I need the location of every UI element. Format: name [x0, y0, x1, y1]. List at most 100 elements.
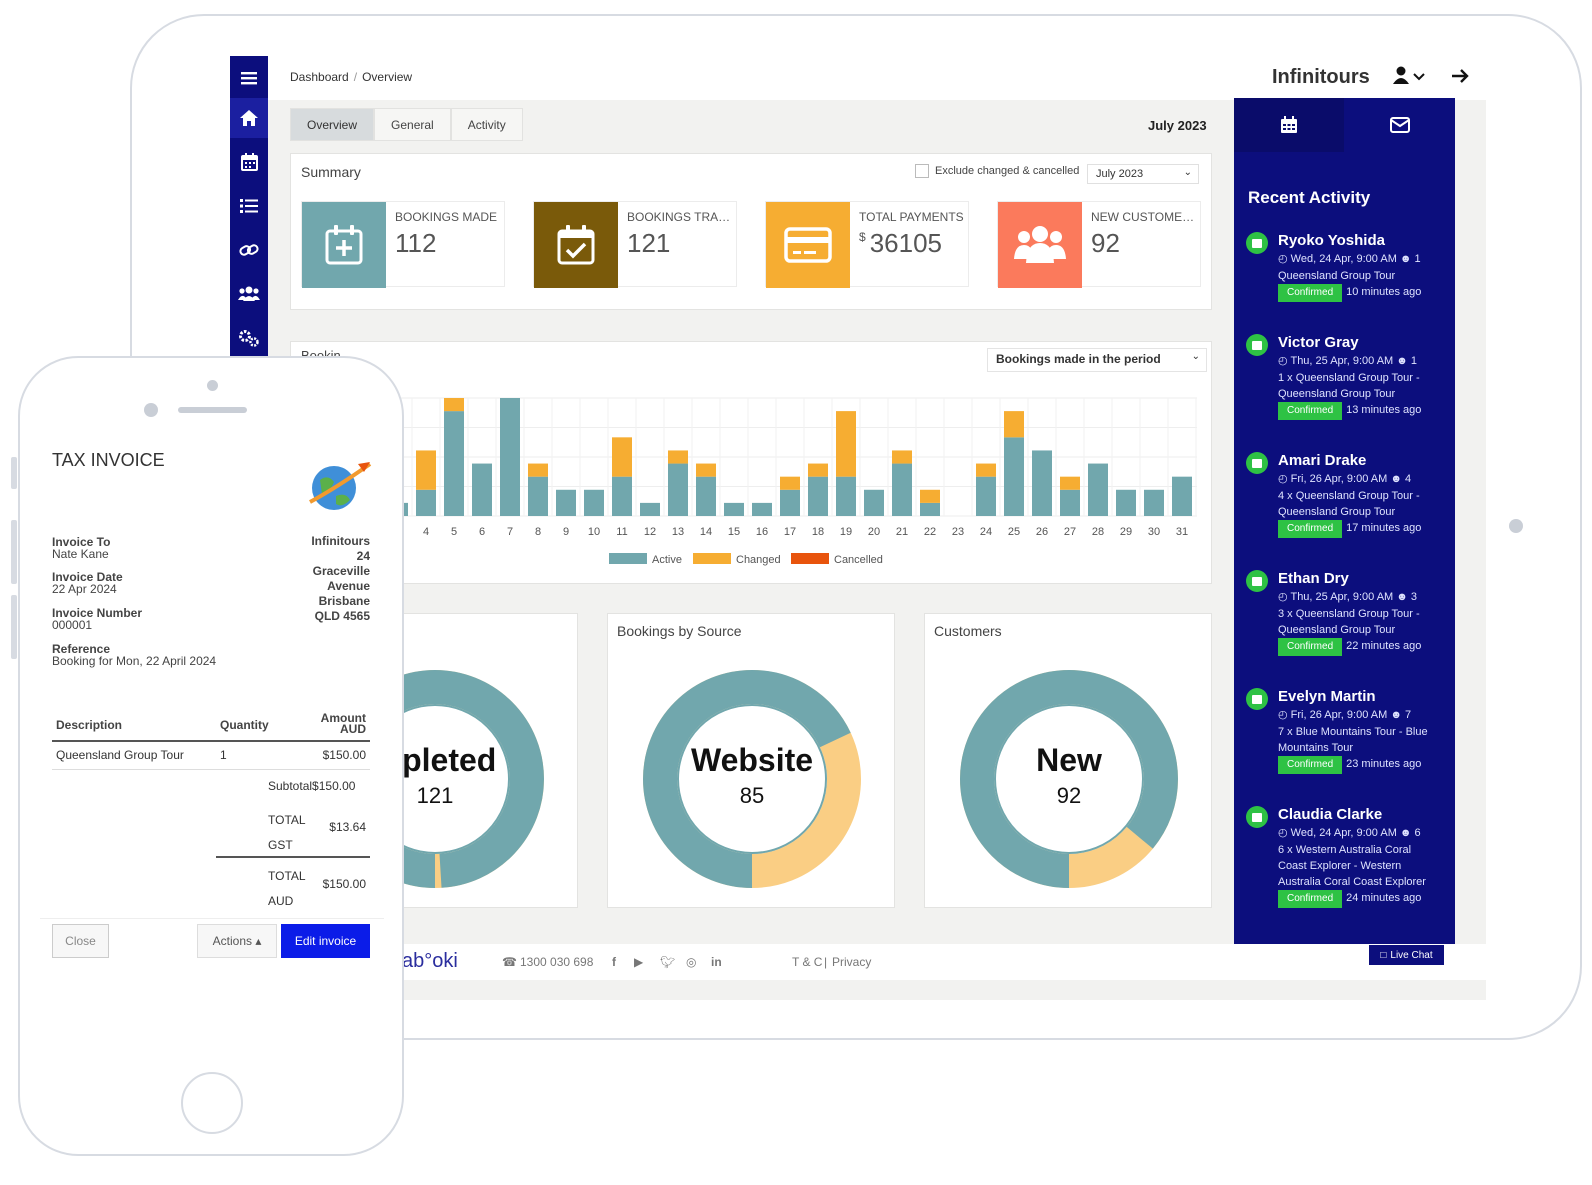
settings-icon[interactable]: [230, 318, 268, 358]
bookings-period-select[interactable]: Bookings made in the period ⌄: [987, 348, 1207, 372]
credit-card-icon: [766, 202, 850, 288]
activity-item[interactable]: Victor Gray ◴ Thu, 25 Apr, 9:00 AM ☻ 1 1 x…: [1246, 334, 1446, 420]
period-label: July 2023: [1148, 118, 1207, 133]
calendar-icon[interactable]: [1234, 98, 1344, 152]
activity-meta: ◴ Fri, 26 Apr, 9:00 AM ☻ 4: [1278, 472, 1411, 485]
booking-icon: [1246, 688, 1268, 710]
tab-activity[interactable]: Activity: [450, 108, 523, 141]
bookings-made-card[interactable]: BOOKINGS MADE 112: [301, 201, 505, 288]
activity-pax: 1: [1414, 253, 1421, 265]
donut-value: 85: [740, 783, 764, 808]
footer-terms[interactable]: T & C: [792, 955, 823, 969]
phone-home-button[interactable]: [181, 1072, 243, 1134]
bar-active: [472, 463, 492, 516]
donut-panel-source: Bookings by Source Website 85: [607, 613, 895, 908]
bar-active: [1116, 489, 1136, 516]
linkedin-icon[interactable]: in: [711, 955, 722, 969]
subtotal-label: Subtotal: [268, 779, 313, 793]
actions-button[interactable]: Actions ▴: [197, 924, 277, 958]
invoice-to: Invoice To Nate Kane: [52, 536, 110, 560]
invoice-to-label: Invoice To: [52, 535, 111, 549]
calendar-icon[interactable]: [230, 142, 268, 182]
subtotal-row: Subtotal$150.00: [268, 779, 355, 793]
activity-meta: ◴ Wed, 24 Apr, 9:00 AM ☻ 1: [1278, 252, 1421, 265]
chevron-down-icon: ⌄: [1183, 167, 1192, 178]
bar-active: [780, 489, 800, 516]
footer-phone[interactable]: 1300 030 698: [520, 955, 594, 969]
youtube-icon[interactable]: ▶: [634, 955, 644, 969]
col-quantity: Quantity: [220, 718, 269, 732]
bar-changed: [808, 463, 828, 477]
instagram-icon[interactable]: ◎: [686, 955, 697, 969]
invoice-number-label: Invoice Number: [52, 606, 143, 620]
menu-icon[interactable]: [230, 58, 268, 98]
logout-arrow-icon[interactable]: [1450, 66, 1470, 91]
x-tick-label: 18: [812, 526, 824, 538]
total-divider: [216, 856, 370, 858]
invoice-date-value: 22 Apr 2024: [52, 582, 117, 596]
tab-general[interactable]: General: [374, 108, 451, 141]
bookings-made-value: 112: [395, 228, 437, 258]
bar-active: [696, 476, 716, 516]
activity-time-ago: 17 minutes ago: [1346, 522, 1422, 534]
breadcrumb-dashboard[interactable]: Dashboard: [290, 70, 349, 84]
legend-swatch: [791, 553, 829, 564]
invoice-number: Invoice Number 000001: [52, 607, 142, 631]
home-icon[interactable]: [230, 98, 268, 138]
total-payments-value: $36105: [859, 228, 942, 259]
bar-active: [724, 502, 744, 516]
x-tick-label: 16: [756, 526, 768, 538]
table-divider: [52, 740, 370, 742]
summary-panel: Summary Exclude changed & cancelled July…: [290, 153, 1212, 310]
brand-name: Infinitours: [1272, 66, 1370, 88]
activity-item[interactable]: Claudia Clarke ◴ Wed, 24 Apr, 9:00 AM ☻ 6…: [1246, 806, 1446, 908]
top-bar: Dashboard / Overview Infinitours: [268, 56, 1486, 100]
x-tick-label: 6: [479, 526, 485, 538]
activity-customer-name: Amari Drake: [1278, 452, 1367, 469]
user-menu-icon[interactable]: [1392, 66, 1430, 91]
edit-invoice-button[interactable]: Edit invoice: [281, 924, 370, 958]
pax-icon: ☻: [1396, 827, 1415, 839]
donut-label: New: [1036, 742, 1102, 778]
bar-changed: [416, 450, 436, 490]
link-icon[interactable]: [230, 230, 268, 270]
activity-meta: ◴ Thu, 25 Apr, 9:00 AM ☻ 1: [1278, 354, 1417, 367]
activity-meta: ◴ Wed, 24 Apr, 9:00 AM ☻ 6: [1278, 826, 1421, 839]
invoice-date: Invoice Date 22 Apr 2024: [52, 571, 123, 595]
bar-changed: [836, 411, 856, 477]
activity-tabs: [1234, 98, 1455, 152]
envelope-icon[interactable]: [1345, 98, 1455, 152]
donut-panel-customers: Customers New 92: [924, 613, 1212, 908]
x-tick-label: 17: [784, 526, 796, 538]
phone-volume-down: [11, 595, 17, 659]
activity-item[interactable]: Ryoko Yoshida ◴ Wed, 24 Apr, 9:00 AM ☻ 1 Q…: [1246, 232, 1446, 302]
live-chat-button[interactable]: □ Live Chat: [1368, 944, 1445, 966]
exclude-checkbox[interactable]: [915, 164, 929, 178]
twitter-icon[interactable]: 🐦︎: [660, 955, 676, 969]
footer-privacy[interactable]: Privacy: [832, 955, 872, 969]
list-icon[interactable]: [230, 186, 268, 226]
close-button[interactable]: Close: [52, 924, 109, 958]
bookings-transferred-card[interactable]: BOOKINGS TRAN... 121: [533, 201, 737, 288]
invoice-to-value: Nate Kane: [52, 547, 109, 561]
facebook-icon[interactable]: f: [612, 955, 616, 969]
users-icon[interactable]: [230, 274, 268, 314]
total-payments-card[interactable]: TOTAL PAYMENTS $36105: [765, 201, 969, 288]
x-tick-label: 23: [952, 526, 964, 538]
activity-item[interactable]: Ethan Dry ◴ Thu, 25 Apr, 9:00 AM ☻ 3 3 x Q…: [1246, 570, 1446, 656]
exclude-toggle[interactable]: Exclude changed & cancelled: [915, 164, 1079, 178]
invoice-reference-label: Reference: [52, 642, 111, 656]
company-line: QLD 4565: [314, 609, 370, 623]
company-line: Avenue: [327, 579, 370, 593]
tab-overview[interactable]: Overview: [290, 108, 375, 141]
summary-title: Summary: [301, 164, 361, 180]
summary-period-select[interactable]: July 2023 ⌄: [1087, 164, 1199, 184]
new-customers-card[interactable]: NEW CUSTOMERS 92: [997, 201, 1201, 288]
activity-item[interactable]: Amari Drake ◴ Fri, 26 Apr, 9:00 AM ☻ 4 4 x…: [1246, 452, 1446, 538]
x-tick-label: 22: [924, 526, 936, 538]
activity-tour: 7 x Blue Mountains Tour - Blue Mountains…: [1278, 726, 1428, 754]
bar-active: [528, 476, 548, 516]
bar-active: [836, 476, 856, 516]
x-tick-label: 29: [1120, 526, 1132, 538]
